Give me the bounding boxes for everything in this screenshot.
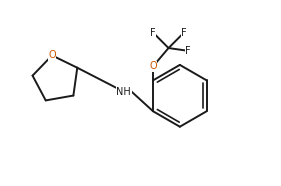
Text: O: O (48, 50, 56, 60)
Text: O: O (149, 61, 157, 71)
Text: NH: NH (116, 87, 131, 97)
Text: F: F (181, 28, 187, 38)
Text: F: F (185, 46, 191, 56)
Text: F: F (150, 28, 156, 38)
